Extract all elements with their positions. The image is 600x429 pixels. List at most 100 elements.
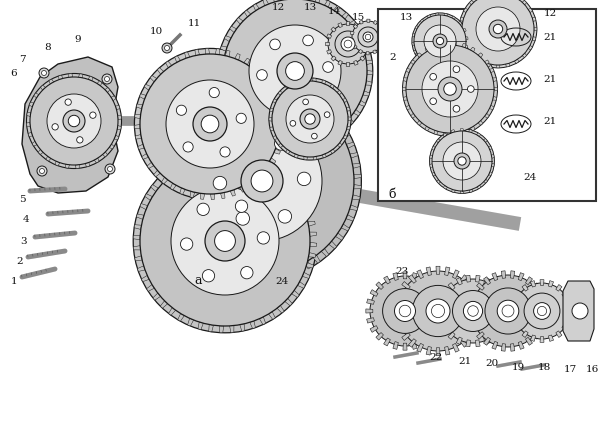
Polygon shape xyxy=(566,299,572,305)
Polygon shape xyxy=(468,309,475,313)
Circle shape xyxy=(430,73,437,80)
Circle shape xyxy=(205,221,245,261)
Circle shape xyxy=(249,25,341,117)
Polygon shape xyxy=(442,326,449,332)
Text: 12: 12 xyxy=(271,3,284,12)
Polygon shape xyxy=(469,130,472,133)
Circle shape xyxy=(485,288,531,334)
Polygon shape xyxy=(250,321,256,329)
Polygon shape xyxy=(276,83,281,91)
Polygon shape xyxy=(190,191,195,198)
Circle shape xyxy=(365,34,371,40)
Polygon shape xyxy=(449,64,452,67)
Text: 24: 24 xyxy=(523,172,536,181)
Polygon shape xyxy=(296,89,302,97)
Text: 5: 5 xyxy=(19,194,25,203)
Polygon shape xyxy=(425,63,428,66)
Polygon shape xyxy=(352,163,360,168)
Polygon shape xyxy=(79,74,83,78)
Polygon shape xyxy=(412,273,417,281)
Text: 7: 7 xyxy=(19,54,25,63)
Polygon shape xyxy=(175,131,183,138)
Circle shape xyxy=(274,137,288,150)
Polygon shape xyxy=(515,291,522,297)
Polygon shape xyxy=(353,45,357,49)
Polygon shape xyxy=(274,0,278,2)
Polygon shape xyxy=(265,273,269,280)
Circle shape xyxy=(40,169,44,173)
Polygon shape xyxy=(346,126,350,130)
Circle shape xyxy=(363,32,373,42)
Polygon shape xyxy=(393,341,398,349)
Polygon shape xyxy=(469,317,476,323)
Polygon shape xyxy=(275,99,282,104)
Polygon shape xyxy=(346,62,350,66)
Polygon shape xyxy=(331,56,336,61)
Polygon shape xyxy=(308,253,316,257)
Polygon shape xyxy=(311,140,317,146)
Polygon shape xyxy=(280,129,286,133)
Polygon shape xyxy=(469,299,476,305)
Polygon shape xyxy=(382,32,386,35)
Polygon shape xyxy=(117,125,121,130)
Polygon shape xyxy=(353,109,360,116)
Polygon shape xyxy=(460,36,464,40)
Polygon shape xyxy=(566,317,572,323)
Circle shape xyxy=(241,160,283,202)
Text: 19: 19 xyxy=(511,363,524,372)
Polygon shape xyxy=(289,182,297,189)
Polygon shape xyxy=(443,133,447,137)
Polygon shape xyxy=(285,298,292,306)
Polygon shape xyxy=(174,223,182,230)
Polygon shape xyxy=(336,123,344,130)
Circle shape xyxy=(459,0,537,68)
Polygon shape xyxy=(526,277,532,285)
Polygon shape xyxy=(501,317,508,323)
Polygon shape xyxy=(85,162,89,167)
Polygon shape xyxy=(367,299,374,304)
Polygon shape xyxy=(563,281,594,341)
Polygon shape xyxy=(437,309,443,313)
Polygon shape xyxy=(335,233,344,240)
Polygon shape xyxy=(34,93,39,98)
Polygon shape xyxy=(146,284,154,291)
Polygon shape xyxy=(133,236,140,240)
Circle shape xyxy=(220,147,230,157)
Polygon shape xyxy=(353,24,358,29)
Circle shape xyxy=(533,302,550,320)
Polygon shape xyxy=(339,125,346,132)
Polygon shape xyxy=(412,42,415,45)
Polygon shape xyxy=(223,88,229,97)
Polygon shape xyxy=(294,80,298,85)
Circle shape xyxy=(325,112,330,118)
Circle shape xyxy=(215,231,235,251)
Polygon shape xyxy=(496,65,500,68)
Circle shape xyxy=(493,24,503,34)
Polygon shape xyxy=(434,43,438,48)
Polygon shape xyxy=(370,326,378,332)
Polygon shape xyxy=(460,129,464,131)
Text: 21: 21 xyxy=(458,356,472,366)
Polygon shape xyxy=(365,81,372,85)
Polygon shape xyxy=(329,114,337,122)
Polygon shape xyxy=(137,266,145,272)
Circle shape xyxy=(341,37,355,51)
Polygon shape xyxy=(452,270,459,278)
Polygon shape xyxy=(223,97,230,103)
Polygon shape xyxy=(164,162,172,167)
Polygon shape xyxy=(353,60,358,65)
Polygon shape xyxy=(322,154,326,158)
Polygon shape xyxy=(269,158,276,164)
Polygon shape xyxy=(492,273,498,281)
Circle shape xyxy=(310,92,320,103)
Polygon shape xyxy=(438,299,445,304)
Polygon shape xyxy=(394,317,403,323)
Polygon shape xyxy=(166,169,173,176)
Polygon shape xyxy=(322,106,330,114)
Polygon shape xyxy=(367,42,370,46)
Polygon shape xyxy=(301,200,308,207)
Polygon shape xyxy=(414,50,417,53)
Polygon shape xyxy=(310,242,317,247)
Circle shape xyxy=(426,299,450,323)
Polygon shape xyxy=(501,271,506,278)
